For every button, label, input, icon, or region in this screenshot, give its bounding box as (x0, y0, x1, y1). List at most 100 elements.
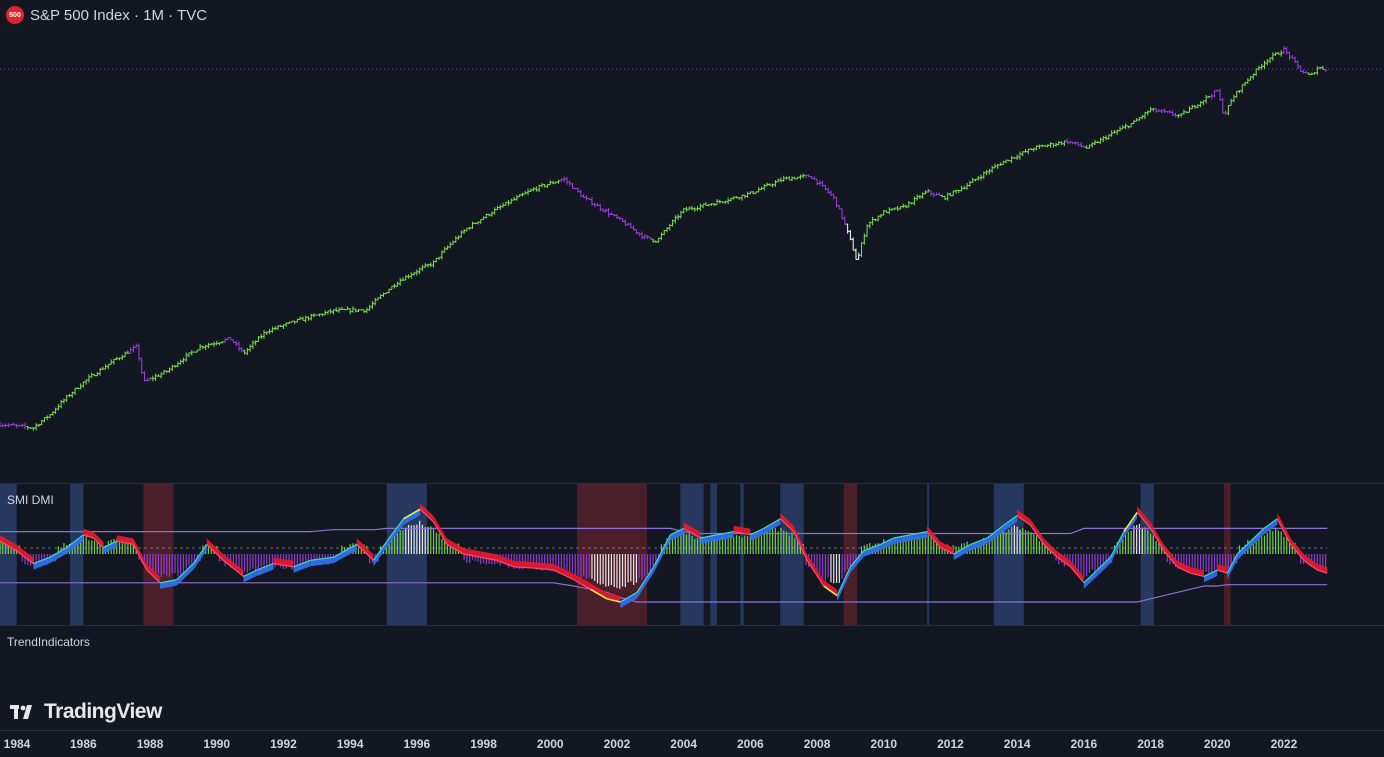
price-bar (604, 208, 608, 213)
price-bar (1137, 117, 1141, 121)
smi-dmi-label[interactable]: SMI DMI (7, 493, 54, 507)
smi-ribbon-segment (480, 551, 497, 561)
smi-extreme-segment (823, 585, 838, 597)
price-bar (95, 371, 99, 377)
symbol-badge-icon: 500 (6, 6, 24, 24)
price-pane[interactable]: 500 S&P 500 Index · 1M · TVC (0, 0, 1384, 483)
price-bar (598, 203, 602, 212)
symbol-title[interactable]: S&P 500 Index · 1M · TVC (30, 6, 208, 24)
price-bar (343, 308, 347, 311)
price-bar (276, 325, 280, 331)
trend-indicators-pane[interactable]: TrendIndicators (0, 626, 1384, 730)
smi-line-segment (310, 556, 334, 561)
price-chart[interactable] (0, 0, 1384, 483)
price-bar (621, 218, 625, 222)
price-bar (615, 214, 619, 220)
tradingview-logo[interactable]: TradingView (10, 700, 162, 724)
smi-line-segment (496, 559, 514, 568)
price-bar (262, 330, 266, 339)
smi-ribbon-segment (1177, 560, 1191, 574)
price-bar (92, 374, 96, 377)
price-bar (390, 285, 394, 290)
smi-line-segment (146, 569, 161, 584)
smi-ribbon-segment (850, 550, 864, 573)
smi-line-segment (433, 521, 448, 545)
price-bar (309, 313, 313, 321)
smi-extreme-segment (403, 508, 421, 520)
smi-line-segment (1290, 544, 1305, 561)
price-bar (295, 318, 299, 323)
price-bar (904, 204, 908, 209)
smi-line-segment (653, 534, 671, 568)
price-bar (1049, 142, 1053, 148)
price-bar (648, 236, 652, 240)
price-bar (548, 180, 552, 186)
price-bar (565, 176, 569, 185)
price-bar (687, 206, 691, 211)
smi-ribbon-segment (1003, 515, 1018, 532)
smi-line-segment (92, 537, 104, 549)
price-bar (646, 235, 650, 239)
red-zone (1223, 484, 1231, 625)
price-bar (190, 350, 194, 356)
smi-line-segment (480, 556, 498, 561)
price-bar (876, 215, 880, 222)
price-bar (848, 230, 852, 241)
smi-line-segment (49, 547, 67, 558)
price-bar (929, 190, 933, 196)
smi-ribbon-segment (620, 592, 637, 608)
blue-zone (0, 484, 17, 625)
price-bar (501, 202, 505, 208)
symbol-header[interactable]: 500 S&P 500 Index · 1M · TVC (6, 6, 207, 24)
blue-zone (1140, 484, 1154, 625)
price-bar (573, 187, 577, 190)
price-bar (871, 216, 875, 226)
price-bar (351, 306, 355, 313)
smi-dmi-chart[interactable] (0, 484, 1384, 625)
price-bar (340, 306, 344, 310)
smi-ribbon-segment (970, 538, 988, 551)
price-bar (882, 209, 886, 216)
price-bar (520, 192, 524, 197)
pane-divider[interactable] (0, 625, 1384, 626)
smi-dmi-pane[interactable]: SMI DMI (0, 484, 1384, 625)
price-bar (679, 210, 683, 219)
price-bar (921, 192, 925, 199)
time-tick-label: 1994 (336, 737, 364, 751)
price-bar (885, 210, 889, 214)
smi-ribbon-segment (373, 541, 387, 567)
price-bar (23, 422, 27, 430)
price-bar (609, 212, 613, 215)
price-bar (187, 352, 191, 358)
price-bar (729, 197, 733, 202)
price-bar (684, 206, 688, 212)
price-bar (1204, 95, 1208, 104)
pane-divider[interactable] (0, 483, 1384, 484)
price-bar (862, 233, 866, 245)
price-bar (81, 381, 85, 388)
price-bar (298, 316, 302, 320)
price-bar (960, 185, 964, 192)
trend-indicators-label[interactable]: TrendIndicators (7, 635, 90, 649)
price-bar (370, 301, 374, 309)
price-bar (990, 165, 994, 174)
smi-ribbon-segment (293, 560, 311, 573)
price-bar (732, 196, 736, 200)
price-bar (159, 372, 163, 379)
price-bar (659, 232, 663, 241)
time-axis[interactable]: 1984 1986 1988 1990 1992 1994 1996 1998 2000 2002… (0, 731, 1384, 757)
price-bar (1012, 157, 1016, 159)
price-bar (512, 197, 516, 201)
smi-ribbon-segment (1203, 570, 1218, 583)
smi-line-segment (683, 527, 701, 539)
price-bar (865, 224, 869, 237)
price-bar (65, 394, 69, 403)
price-bar (854, 248, 858, 260)
price-bar (156, 374, 160, 377)
price-bar (1143, 112, 1147, 119)
price-bar (784, 176, 788, 180)
price-bar (1054, 142, 1058, 147)
time-tick-label: 1984 (3, 737, 31, 751)
price-bar (570, 183, 574, 189)
price-bar (654, 240, 658, 243)
